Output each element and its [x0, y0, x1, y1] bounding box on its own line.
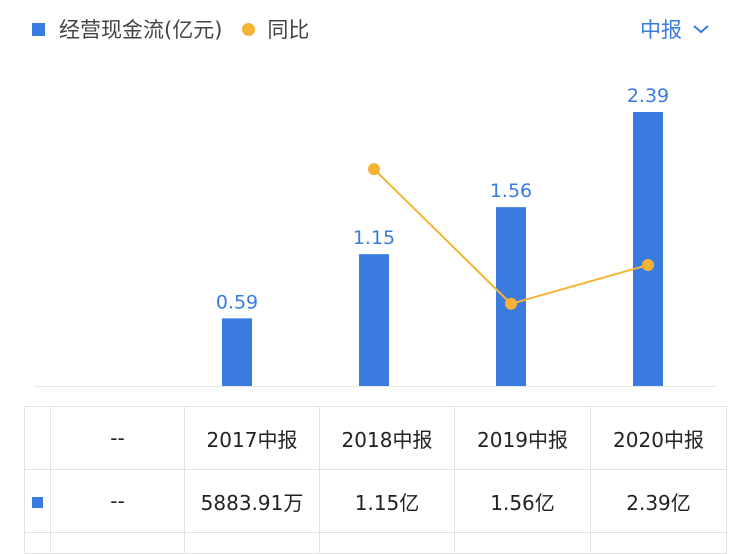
yoy-point: [368, 163, 380, 176]
bar-value-label: 2.39: [627, 85, 669, 107]
table-cell: --: [50, 469, 185, 533]
period-select-value: 中报: [640, 18, 682, 42]
bar: [496, 207, 526, 386]
row-marker: [24, 469, 51, 533]
bar-legend-swatch: [32, 22, 45, 36]
table-row: -- 5883.91万 1.15亿 1.56亿 2.39亿: [24, 469, 727, 533]
table-header-cell: 2017中报: [184, 406, 320, 470]
table-cell: [50, 532, 185, 554]
bar-value-label: 1.15: [353, 227, 395, 249]
yoy-point: [642, 258, 654, 271]
bar: [222, 318, 252, 386]
table-cell: 1.56亿: [454, 469, 591, 533]
table-header-cell: --: [50, 406, 185, 470]
table-cell: [590, 532, 727, 554]
table-header-cell: [24, 406, 51, 470]
bar-value-label: 0.59: [216, 291, 258, 313]
table-header-row: -- 2017中报 2018中报 2019中报 2020中报: [24, 406, 727, 470]
bar: [359, 254, 389, 386]
chart-legend: 经营现金流(亿元) 同比: [32, 14, 309, 44]
cashflow-chart: 0.59 1.15 1.56 2.39: [34, 85, 716, 387]
yoy-point: [505, 297, 517, 310]
table-header-cell: 2020中报: [590, 406, 727, 470]
table-cell: [454, 532, 591, 554]
table-cell: 5883.91万: [184, 469, 320, 533]
table-header-cell: 2018中报: [319, 406, 455, 470]
line-legend-label: 同比: [267, 18, 310, 42]
line-legend-swatch: [242, 22, 256, 36]
bar: [633, 112, 663, 386]
table-cell: 2.39亿: [590, 469, 727, 533]
row-marker-swatch: [32, 497, 43, 508]
bar-legend-label: 经营现金流(亿元): [59, 18, 223, 42]
table-cell: [319, 532, 455, 554]
period-select[interactable]: 中报: [640, 14, 710, 44]
table-cell: 1.15亿: [319, 469, 455, 533]
table-header-cell: 2019中报: [454, 406, 591, 470]
table-cell: [184, 532, 320, 554]
data-table: -- 2017中报 2018中报 2019中报 2020中报 -- 5883.9…: [24, 406, 727, 554]
table-row-partial: [24, 532, 727, 554]
chevron-down-icon: [693, 25, 709, 34]
table-cell: [24, 532, 51, 554]
bar-value-label: 1.56: [490, 180, 532, 202]
